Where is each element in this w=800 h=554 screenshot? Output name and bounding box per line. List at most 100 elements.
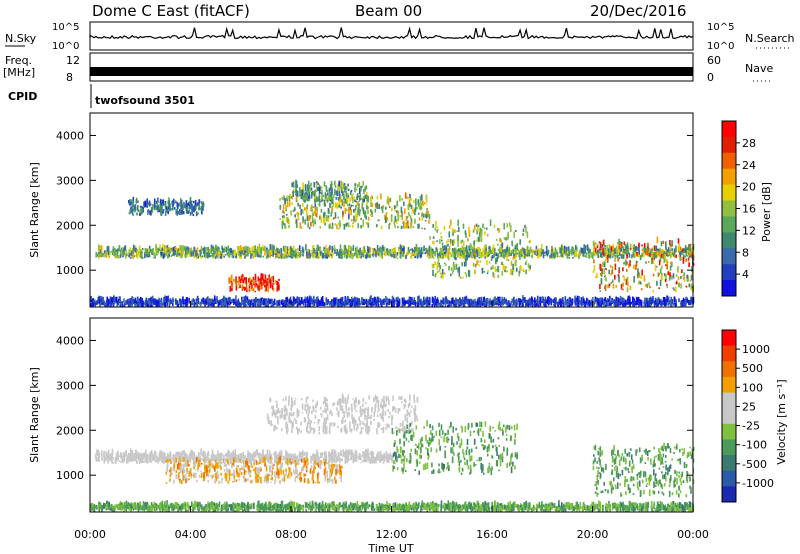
heatmap-cell: [176, 210, 179, 216]
heatmap-cell: [231, 299, 233, 303]
heatmap-cell: [169, 203, 171, 209]
heatmap-cell: [457, 235, 459, 242]
heatmap-cell: [468, 253, 471, 256]
heatmap-cell: [143, 201, 145, 206]
heatmap-cell: [230, 248, 232, 253]
heatmap-cell: [128, 249, 130, 252]
heatmap-cell: [488, 245, 491, 250]
heatmap-cell: [446, 252, 448, 257]
heatmap-cell: [444, 303, 447, 307]
heatmap-cell: [669, 240, 671, 245]
heatmap-cell: [645, 261, 647, 264]
heatmap-cell: [190, 251, 192, 254]
heatmap-cell: [541, 250, 543, 255]
heatmap-cell: [476, 251, 479, 257]
heatmap-cell: [658, 252, 660, 257]
heatmap-cell: [606, 254, 609, 260]
heatmap-cell: [166, 296, 168, 303]
heatmap-cell: [514, 249, 517, 255]
heatmap-cell: [675, 254, 677, 258]
heatmap-cell: [615, 245, 618, 253]
heatmap-cell: [426, 296, 429, 302]
heatmap-cell: [237, 300, 240, 307]
heatmap-cell: [394, 224, 396, 228]
heatmap-cell: [266, 284, 268, 287]
heatmap-cell: [459, 276, 462, 279]
heatmap-cell: [296, 184, 298, 189]
heatmap-cell: [138, 247, 141, 253]
heatmap-cell: [250, 300, 253, 305]
heatmap-cell: [197, 212, 199, 215]
heatmap-cell: [331, 188, 333, 195]
heatmap-cell: [411, 300, 413, 303]
heatmap-cell: [502, 263, 505, 271]
heatmap-cell: [407, 299, 410, 304]
heatmap-cell: [201, 298, 203, 303]
heatmap-cell: [609, 302, 611, 306]
heatmap-cell: [619, 295, 622, 303]
heatmap-cell: [439, 232, 442, 235]
heatmap-cell: [197, 298, 200, 304]
heatmap-cell: [599, 301, 602, 305]
heatmap-cell: [397, 225, 399, 228]
heatmap-cell: [516, 252, 519, 255]
heatmap-cell: [294, 191, 296, 193]
heatmap-cell: [549, 255, 551, 258]
heatmap-cell: [322, 252, 324, 259]
heatmap-cell: [413, 300, 415, 305]
heatmap-cell: [493, 275, 495, 278]
heatmap-cell: [529, 246, 532, 254]
heatmap-cell: [315, 250, 318, 252]
heatmap-cell: [612, 283, 615, 289]
heatmap-cell: [270, 305, 273, 307]
heatmap-cell: [518, 270, 521, 274]
heatmap-cell: [362, 210, 365, 215]
heatmap-cell: [215, 250, 218, 256]
heatmap-cell: [437, 256, 440, 262]
heatmap-cell: [444, 262, 446, 265]
heatmap-cell: [472, 301, 474, 304]
heatmap-cell: [307, 249, 309, 252]
heatmap-cell: [221, 300, 224, 305]
heatmap-cell: [468, 303, 470, 305]
heatmap-cell: [332, 217, 335, 220]
heatmap-cell: [669, 267, 672, 271]
heatmap-cell: [568, 253, 570, 257]
heatmap-cell: [407, 247, 410, 252]
heatmap-cell: [476, 229, 478, 235]
heatmap-cell: [482, 297, 485, 303]
heatmap-cell: [299, 189, 302, 196]
heatmap-cell: [439, 303, 441, 307]
colorbar-segment: [722, 200, 736, 217]
heatmap-cell: [636, 261, 638, 263]
heatmap-cell: [106, 296, 108, 302]
heatmap-cell: [686, 274, 688, 279]
heatmap-cell: [352, 298, 355, 302]
heatmap-cell: [415, 253, 417, 256]
heatmap-cell: [364, 186, 366, 192]
heatmap-cell: [196, 248, 199, 252]
heatmap-cell: [684, 249, 686, 253]
heatmap-cell: [211, 252, 214, 257]
heatmap-cell: [270, 246, 273, 251]
heatmap-cell: [358, 249, 361, 252]
heatmap-cell: [132, 213, 134, 216]
heatmap-cell: [482, 254, 484, 257]
heatmap-cell: [252, 303, 254, 307]
heatmap-cell: [241, 296, 243, 302]
heatmap-cell: [526, 246, 529, 251]
heatmap-cell: [341, 252, 343, 259]
heatmap-cell: [436, 249, 438, 253]
heatmap-cell: [185, 202, 188, 208]
heatmap-cell: [480, 236, 483, 242]
heatmap-cell: [100, 303, 103, 305]
heatmap-cell: [407, 225, 410, 229]
heatmap-cell: [301, 301, 304, 304]
heatmap-cell: [617, 297, 620, 303]
heatmap-cell: [282, 299, 284, 303]
heatmap-cell: [600, 252, 602, 258]
colorbar-tick-label: 16: [742, 203, 756, 216]
heatmap-cell: [409, 248, 412, 251]
heatmap-cell: [122, 250, 124, 254]
heatmap-cell: [245, 277, 247, 282]
